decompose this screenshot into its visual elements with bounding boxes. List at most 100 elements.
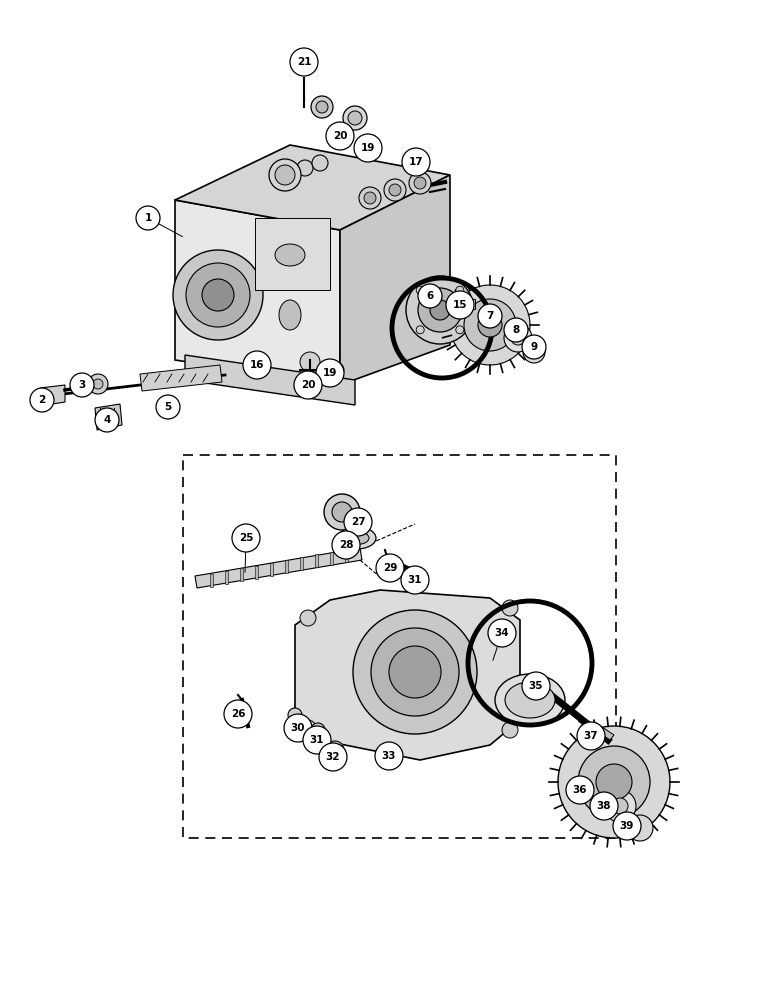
Text: 30: 30 <box>291 723 305 733</box>
Ellipse shape <box>345 532 369 544</box>
Circle shape <box>455 286 464 294</box>
Text: 19: 19 <box>323 368 337 378</box>
Text: 1: 1 <box>144 213 151 223</box>
Text: 15: 15 <box>452 300 467 310</box>
Circle shape <box>316 101 328 113</box>
Circle shape <box>504 324 532 352</box>
Circle shape <box>416 326 424 334</box>
Circle shape <box>502 600 518 616</box>
Circle shape <box>300 352 320 372</box>
Text: 38: 38 <box>597 801 611 811</box>
Text: 31: 31 <box>408 575 422 585</box>
Text: 9: 9 <box>530 342 537 352</box>
Text: 25: 25 <box>239 533 253 543</box>
Text: 37: 37 <box>584 731 598 741</box>
Text: 20: 20 <box>333 131 347 141</box>
Circle shape <box>275 165 295 185</box>
Circle shape <box>311 96 333 118</box>
Circle shape <box>414 177 426 189</box>
Circle shape <box>488 619 516 647</box>
Circle shape <box>613 812 641 840</box>
Circle shape <box>504 318 528 342</box>
Circle shape <box>406 276 474 344</box>
Circle shape <box>455 326 464 334</box>
Text: 36: 36 <box>573 785 587 795</box>
Text: 3: 3 <box>79 380 86 390</box>
Circle shape <box>224 700 252 728</box>
Text: 26: 26 <box>231 709 245 719</box>
Polygon shape <box>255 218 330 290</box>
Polygon shape <box>300 557 303 570</box>
Circle shape <box>371 628 459 716</box>
Circle shape <box>70 373 94 397</box>
Circle shape <box>627 815 653 841</box>
Text: 27: 27 <box>350 517 365 527</box>
Polygon shape <box>185 355 355 405</box>
Polygon shape <box>295 590 520 760</box>
Circle shape <box>316 359 344 387</box>
Circle shape <box>353 610 477 734</box>
Circle shape <box>332 502 352 522</box>
Circle shape <box>343 106 367 130</box>
Circle shape <box>30 388 54 412</box>
Circle shape <box>202 279 234 311</box>
Polygon shape <box>175 145 450 230</box>
Polygon shape <box>315 554 318 567</box>
Ellipse shape <box>338 527 376 549</box>
Polygon shape <box>95 404 122 430</box>
Circle shape <box>344 508 372 536</box>
Text: 19: 19 <box>361 143 375 153</box>
Circle shape <box>95 408 119 432</box>
Polygon shape <box>285 560 288 573</box>
Circle shape <box>596 764 632 800</box>
Circle shape <box>401 566 429 594</box>
Circle shape <box>331 746 339 754</box>
Circle shape <box>332 531 360 559</box>
Circle shape <box>511 331 525 345</box>
Text: 35: 35 <box>529 681 543 691</box>
Ellipse shape <box>275 244 305 266</box>
Text: 31: 31 <box>310 735 324 745</box>
Circle shape <box>402 148 430 176</box>
Text: 17: 17 <box>408 157 423 167</box>
Circle shape <box>186 263 250 327</box>
Circle shape <box>522 672 550 700</box>
Circle shape <box>297 160 313 176</box>
Text: 33: 33 <box>381 751 396 761</box>
Circle shape <box>604 790 636 822</box>
Polygon shape <box>340 175 450 385</box>
Circle shape <box>288 708 302 722</box>
Circle shape <box>577 722 605 750</box>
Circle shape <box>311 723 325 737</box>
Text: 34: 34 <box>495 628 510 638</box>
Circle shape <box>612 798 628 814</box>
Polygon shape <box>40 385 65 406</box>
Polygon shape <box>592 723 614 740</box>
Circle shape <box>523 341 545 363</box>
Circle shape <box>409 172 431 194</box>
Text: 6: 6 <box>426 291 434 301</box>
Circle shape <box>478 304 502 328</box>
Circle shape <box>93 379 103 389</box>
Circle shape <box>326 122 354 150</box>
Circle shape <box>284 714 312 742</box>
Circle shape <box>328 362 344 378</box>
Circle shape <box>348 111 362 125</box>
Circle shape <box>269 159 301 191</box>
Circle shape <box>290 48 318 76</box>
Circle shape <box>300 720 316 736</box>
Text: 2: 2 <box>39 395 46 405</box>
Polygon shape <box>330 552 333 565</box>
Circle shape <box>319 743 347 771</box>
Circle shape <box>88 374 108 394</box>
Circle shape <box>590 792 618 820</box>
Circle shape <box>303 726 331 754</box>
Text: 5: 5 <box>164 402 171 412</box>
Text: 21: 21 <box>296 57 311 67</box>
Text: 28: 28 <box>339 540 354 550</box>
Circle shape <box>578 746 650 818</box>
Circle shape <box>450 285 530 365</box>
Polygon shape <box>240 568 243 581</box>
Text: 4: 4 <box>103 415 110 425</box>
Circle shape <box>359 187 381 209</box>
